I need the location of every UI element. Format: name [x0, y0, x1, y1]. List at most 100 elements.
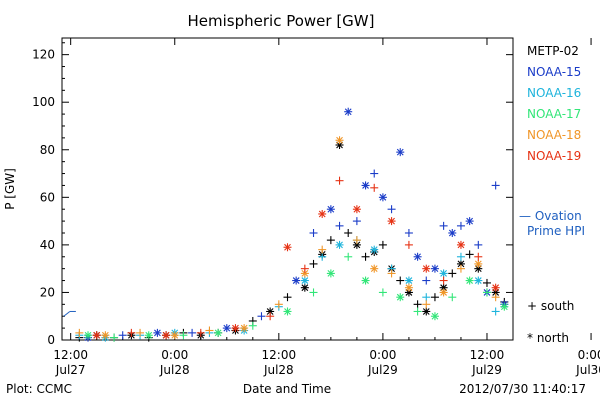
- point-noaa-16-north: [404, 276, 413, 285]
- point-noaa-19-south: [474, 252, 483, 261]
- point-noaa-17-south: [309, 288, 318, 297]
- y-tick-label: 60: [40, 190, 55, 204]
- point-noaa-18-south: [205, 326, 214, 335]
- x-tick-label-date: Jul30: [575, 363, 600, 377]
- point-noaa-18-south: [422, 300, 431, 309]
- point-noaa-19-south: [404, 240, 413, 249]
- point-noaa-15-north: [292, 276, 301, 285]
- point-noaa-15-north: [344, 107, 353, 116]
- point-metp-02-south: [448, 269, 457, 278]
- point-noaa-18-south: [136, 328, 145, 337]
- point-noaa-18-north: [474, 259, 483, 268]
- x-tick-label-time: 0:00: [578, 348, 600, 362]
- point-noaa-15-north: [361, 181, 370, 190]
- x-tick-label-time: 12:00: [53, 348, 88, 362]
- point-noaa-17-north: [84, 331, 93, 340]
- point-noaa-15-south: [352, 217, 361, 226]
- point-noaa-15-north: [378, 193, 387, 202]
- x-tick-label-time: 0:00: [161, 348, 188, 362]
- legend-noaa-19: NOAA-19: [527, 149, 581, 163]
- point-noaa-15-north: [222, 324, 231, 333]
- point-noaa-18-south: [318, 245, 327, 254]
- point-noaa-18-south: [491, 293, 500, 302]
- point-metp-02-south: [344, 228, 353, 237]
- point-noaa-15-south: [404, 228, 413, 237]
- point-noaa-17-south: [344, 252, 353, 261]
- x-tick-label-time: 12:00: [470, 348, 505, 362]
- point-noaa-19-north: [92, 331, 101, 340]
- x-tick-label-date: Jul29: [471, 363, 502, 377]
- plot-source: Plot: CCMC: [6, 382, 72, 396]
- point-noaa-19-south: [439, 276, 448, 285]
- point-noaa-19-north: [231, 324, 240, 333]
- point-noaa-15-north: [153, 328, 162, 337]
- y-tick-label: 100: [32, 95, 55, 109]
- point-metp-02-north: [266, 307, 275, 316]
- point-noaa-17-north: [326, 269, 335, 278]
- point-noaa-19-south: [300, 264, 309, 273]
- point-noaa-17-north: [361, 276, 370, 285]
- point-metp-02-north: [300, 283, 309, 292]
- point-noaa-15-south: [257, 312, 266, 321]
- point-noaa-15-south: [188, 328, 197, 337]
- point-noaa-16-north: [335, 240, 344, 249]
- point-noaa-17-north: [283, 307, 292, 316]
- point-noaa-15-north: [448, 228, 457, 237]
- point-noaa-17-south: [482, 288, 491, 297]
- point-noaa-19-north: [162, 331, 171, 340]
- point-noaa-19-south: [266, 312, 275, 321]
- legend-noaa-16: NOAA-16: [527, 86, 581, 100]
- point-noaa-15-south: [439, 221, 448, 230]
- x-tick-label-time: 12:00: [262, 348, 297, 362]
- point-noaa-19-north: [352, 205, 361, 214]
- point-noaa-18-north: [101, 331, 110, 340]
- legend-north: * north: [527, 331, 569, 345]
- legend-noaa-15: NOAA-15: [527, 65, 581, 79]
- point-metp-02-south: [326, 236, 335, 245]
- y-tick-label: 40: [40, 238, 55, 252]
- point-noaa-15-south: [387, 205, 396, 214]
- point-noaa-15-south: [335, 221, 344, 230]
- point-noaa-16-south: [422, 293, 431, 302]
- point-noaa-19-north: [456, 240, 465, 249]
- point-noaa-15-south: [456, 221, 465, 230]
- point-noaa-16-north: [439, 269, 448, 278]
- point-noaa-16-south: [491, 307, 500, 316]
- point-noaa-17-south: [248, 321, 257, 330]
- point-noaa-17-south: [448, 293, 457, 302]
- y-tick-label: 0: [47, 333, 55, 347]
- point-noaa-17-north: [214, 328, 223, 337]
- point-noaa-17-north: [430, 312, 439, 321]
- point-noaa-18-south: [352, 236, 361, 245]
- y-tick-label: 120: [32, 48, 55, 62]
- point-noaa-18-north: [439, 288, 448, 297]
- point-noaa-19-south: [127, 328, 136, 337]
- point-noaa-19-north: [491, 283, 500, 292]
- legend-metp-02: METP-02: [527, 44, 579, 58]
- x-tick-label-date: Jul28: [159, 363, 190, 377]
- legend-ovation-line2: Prime HPI: [527, 224, 585, 238]
- point-noaa-17-south: [378, 288, 387, 297]
- ovation-segment: [63, 311, 71, 317]
- legend: METP-02 NOAA-15 NOAA-16 NOAA-17 NOAA-18 NOAA-…: [519, 44, 585, 345]
- x-tick-label-time: 0:00: [369, 348, 396, 362]
- point-noaa-15-north: [430, 264, 439, 273]
- point-noaa-17-north: [500, 302, 509, 311]
- point-noaa-15-north: [465, 217, 474, 226]
- point-noaa-16-south: [456, 252, 465, 261]
- point-noaa-17-south: [110, 333, 119, 342]
- plot-frame: [61, 37, 514, 341]
- x-tick-label-date: Jul29: [367, 363, 398, 377]
- plot-timestamp: 2012/07/30 11:40:17: [459, 382, 586, 396]
- y-axis: 0 20 40 60 80 100 120: [32, 42, 513, 347]
- point-noaa-18-south: [456, 264, 465, 273]
- point-noaa-18-north: [370, 264, 379, 273]
- point-noaa-19-south: [370, 183, 379, 192]
- point-noaa-15-north: [326, 205, 335, 214]
- point-noaa-18-south: [387, 269, 396, 278]
- point-noaa-18-south: [274, 300, 283, 309]
- point-noaa-19-south: [335, 176, 344, 185]
- point-noaa-15-south: [309, 228, 318, 237]
- point-noaa-17-north: [144, 331, 153, 340]
